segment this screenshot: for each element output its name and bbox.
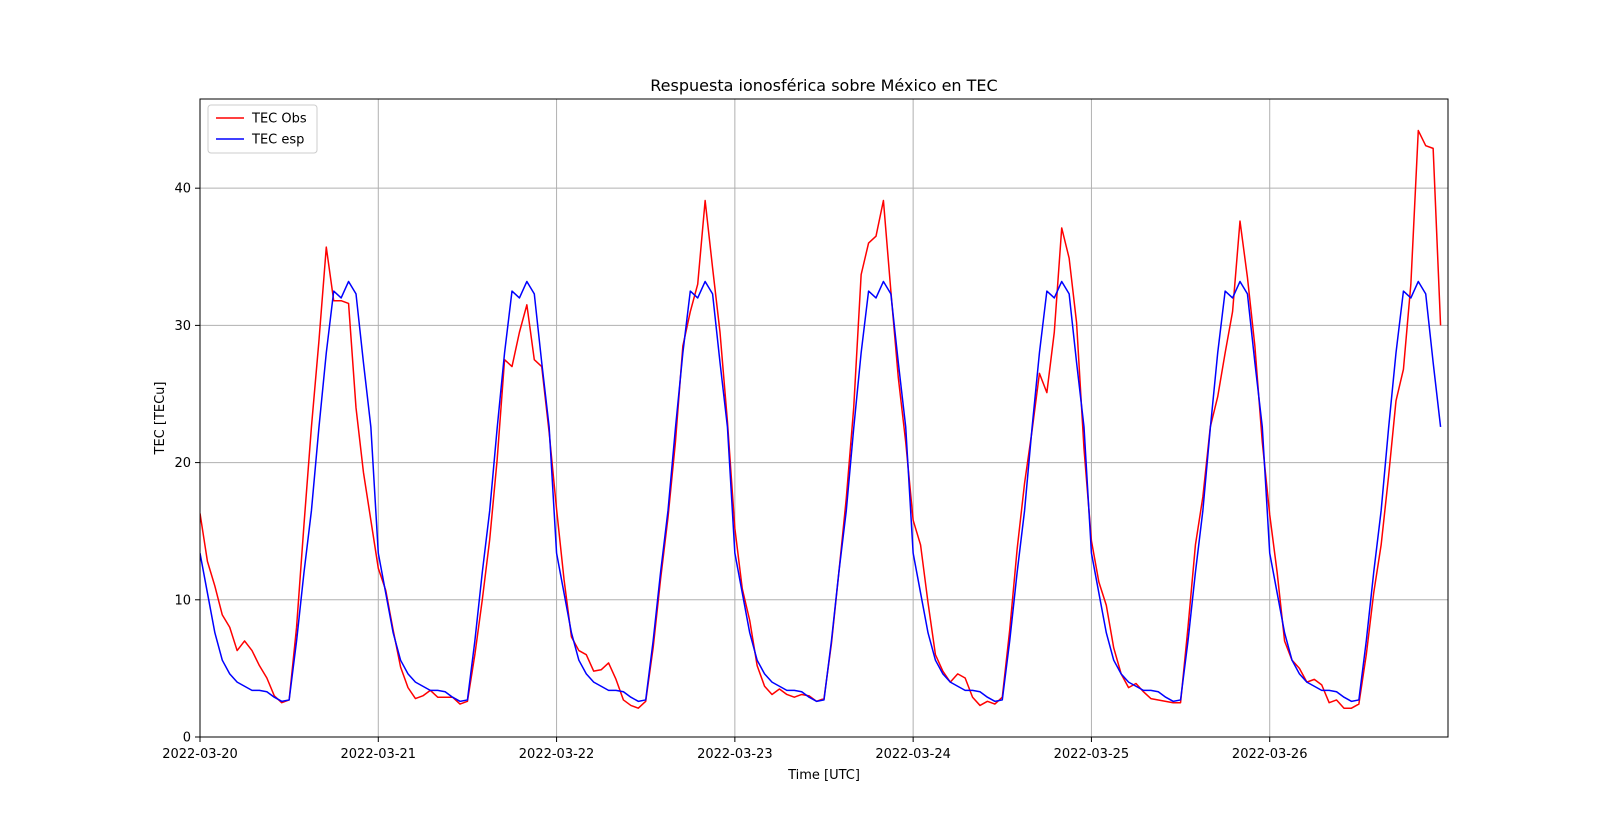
series-lines [200, 129, 1442, 709]
y-tick-label: 10 [174, 593, 191, 608]
series-line-tec-esp [200, 280, 1442, 703]
legend-label-tec-esp: TEC esp [251, 133, 304, 148]
y-tick-label: 30 [174, 319, 191, 334]
y-axis-label: TEC [TECu] [153, 382, 168, 456]
x-axis-label: Time [UTC] [787, 768, 860, 783]
legend-label-tec-obs: TEC Obs [251, 112, 307, 127]
chart-title: Respuesta ionosférica sobre México en TE… [650, 76, 997, 95]
legend: TEC Obs TEC esp [207, 104, 318, 154]
plot-frame [199, 98, 1449, 738]
series-line-tec-obs [200, 129, 1442, 709]
y-tick-label: 20 [174, 456, 191, 471]
y-tick-label: 40 [174, 182, 191, 197]
x-tick-label: 2022-03-21 [341, 747, 417, 762]
y-tick-label: 0 [183, 731, 191, 746]
x-tick-label: 2022-03-26 [1232, 747, 1308, 762]
legend-box [207, 104, 318, 154]
x-tick-label: 2022-03-20 [162, 747, 238, 762]
grid-lines [200, 99, 1448, 737]
axis-ticks: 2022-03-20 2022-03-21 2022-03-22 2022-03-23… [162, 182, 1307, 762]
x-tick-label: 2022-03-23 [697, 747, 773, 762]
x-tick-label: 2022-03-25 [1054, 747, 1130, 762]
x-tick-label: 2022-03-22 [519, 747, 595, 762]
x-tick-label: 2022-03-24 [875, 747, 951, 762]
